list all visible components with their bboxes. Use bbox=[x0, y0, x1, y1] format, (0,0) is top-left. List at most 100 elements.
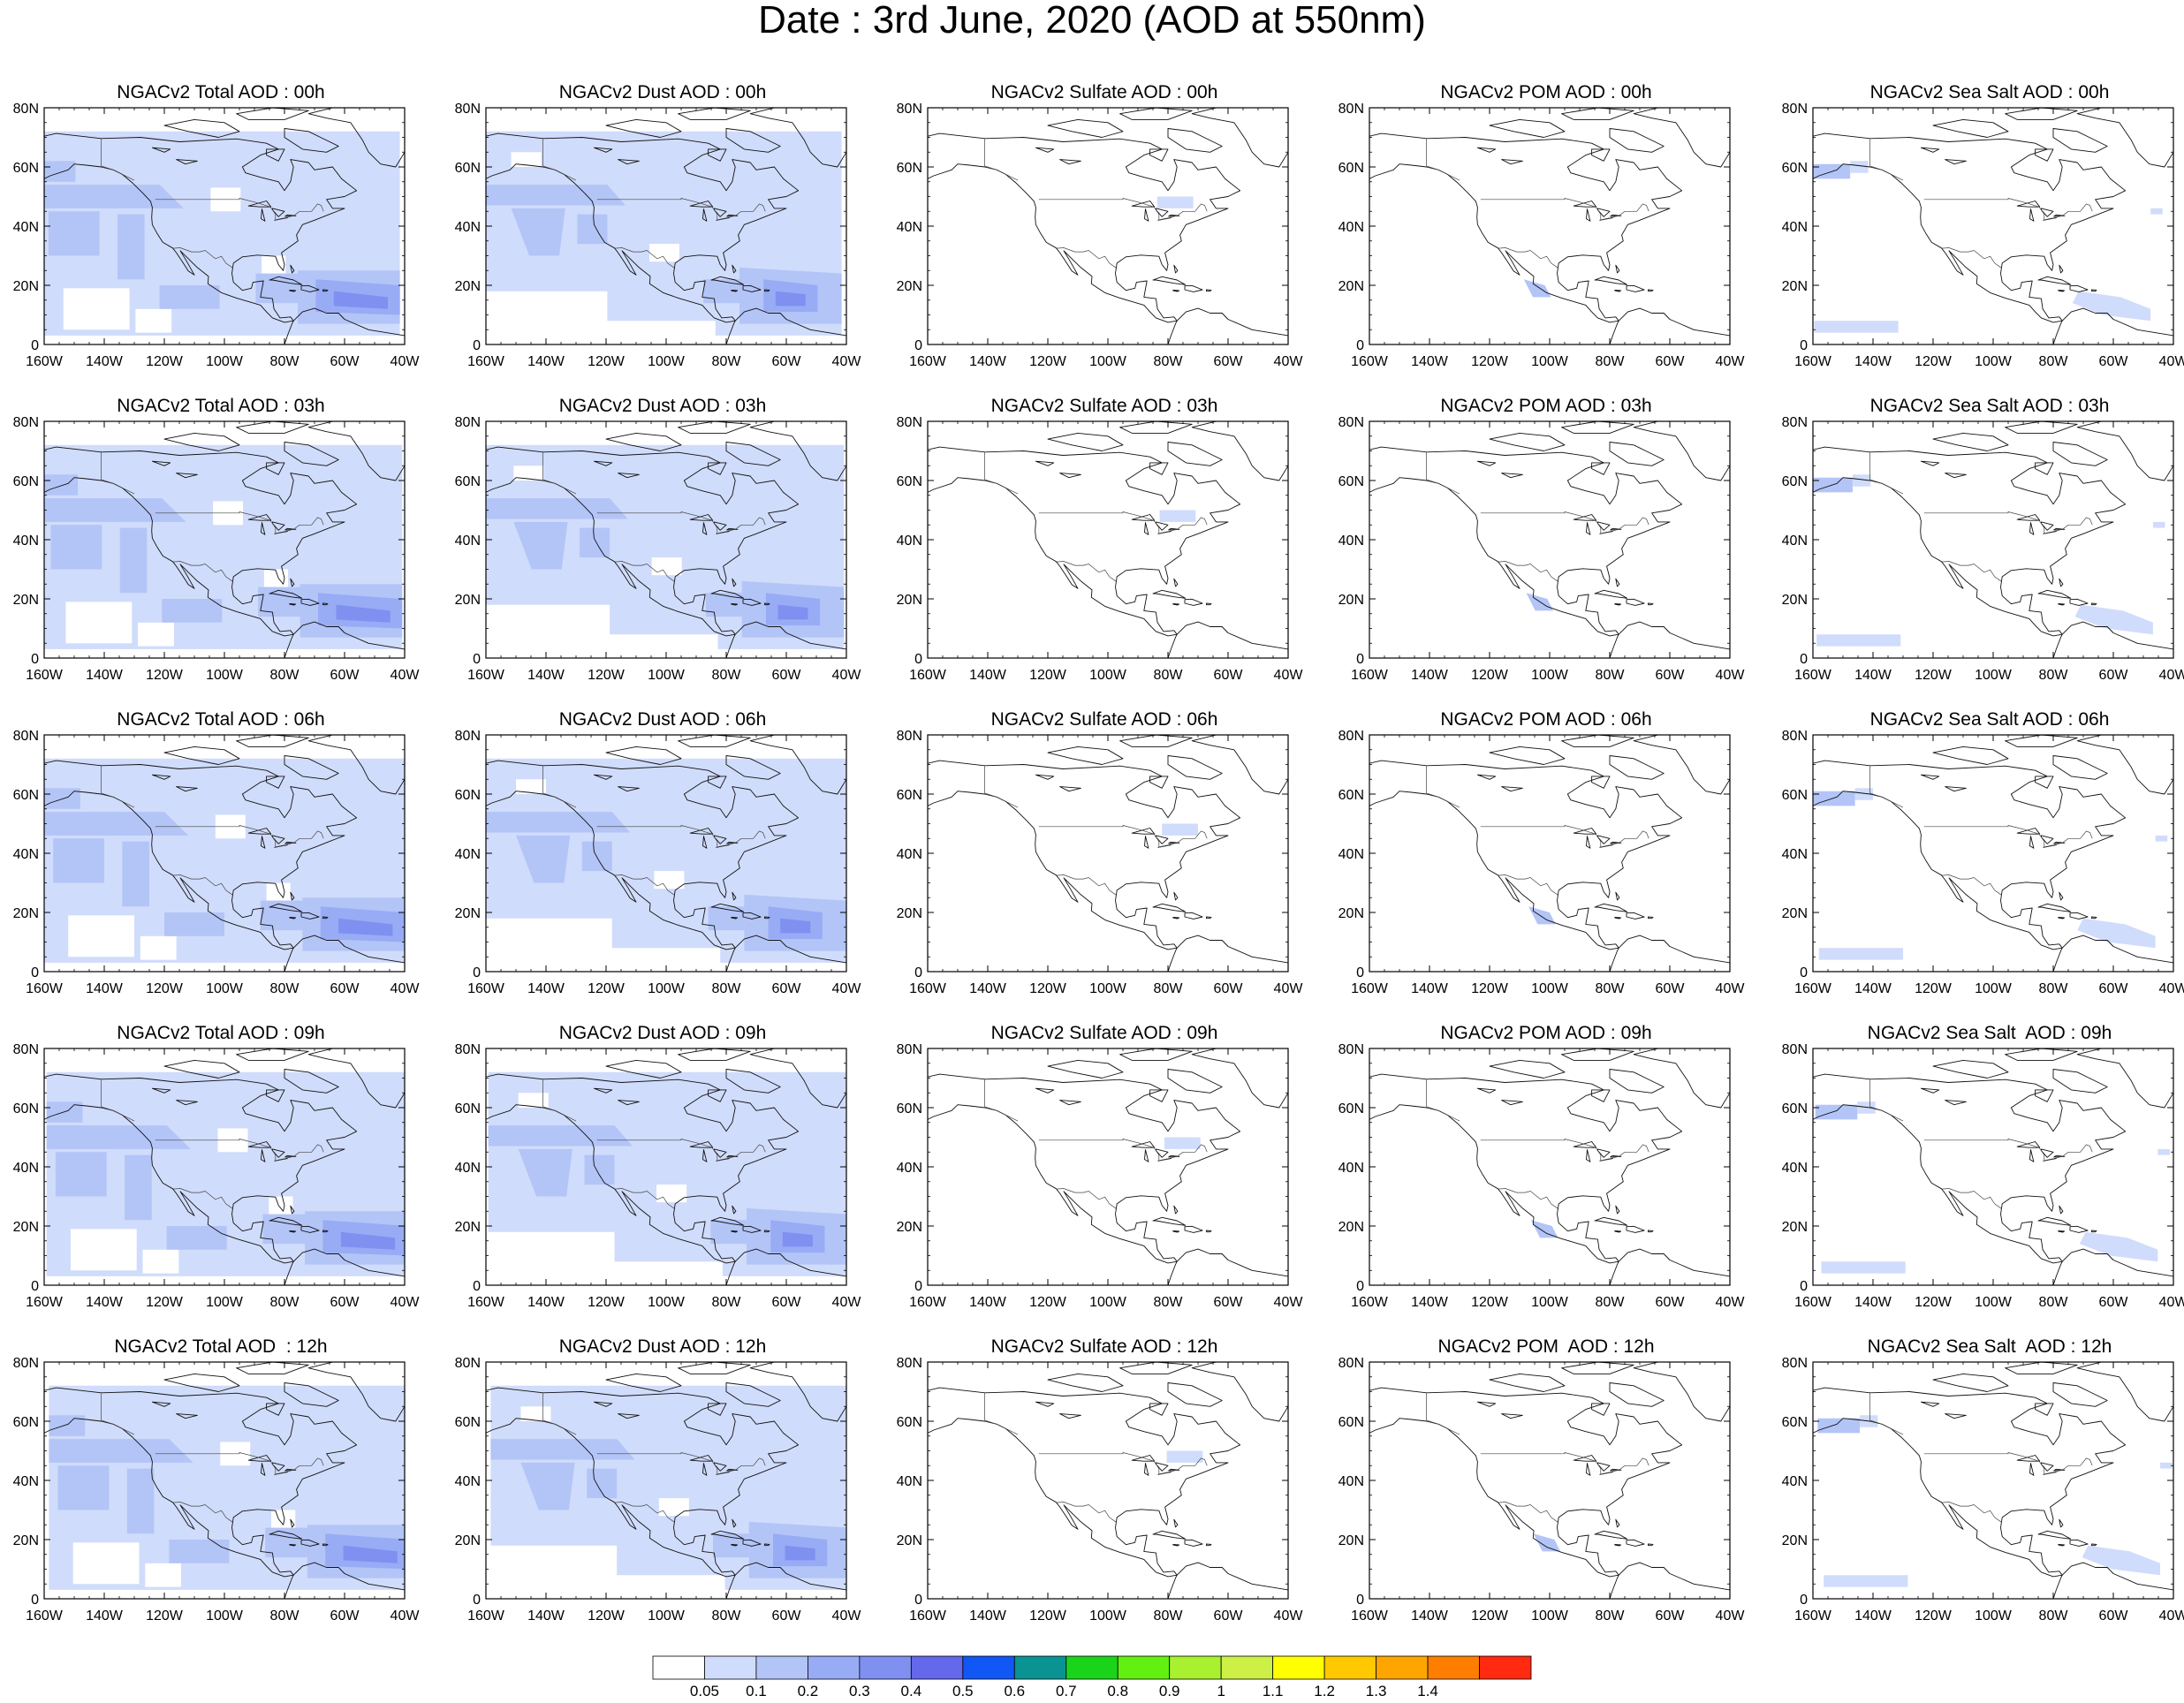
lon-tick-label: 120W bbox=[1029, 981, 1067, 996]
colorbar-swatch bbox=[704, 1655, 757, 1680]
country-border bbox=[542, 765, 577, 808]
map-panel-dust-3: NGACv2 Dust AOD : 09h 0 20N 40N 60N 80N 160W 14… bbox=[442, 1022, 862, 1322]
colorbar-swatch bbox=[1272, 1655, 1325, 1680]
lon-tick-label: 140W bbox=[1411, 1608, 1449, 1624]
aod-region bbox=[520, 1462, 575, 1510]
lat-tick-label: 20N bbox=[13, 1220, 39, 1235]
aod-region bbox=[44, 161, 76, 182]
lat-tick-label: 80N bbox=[1338, 415, 1364, 430]
lat-tick-label: 40N bbox=[897, 1161, 922, 1176]
lon-tick-label: 80W bbox=[270, 354, 300, 369]
lon-tick-label: 120W bbox=[1029, 354, 1067, 369]
lon-tick-label: 80W bbox=[2039, 1608, 2069, 1624]
country-border bbox=[614, 874, 675, 896]
aod-region bbox=[44, 788, 80, 809]
country-border bbox=[1941, 874, 2002, 896]
aod-region bbox=[580, 527, 610, 558]
lon-tick-label: 140W bbox=[969, 981, 1007, 996]
panel-title: NGACv2 Total AOD : 00h bbox=[117, 82, 325, 102]
lon-tick-label: 60W bbox=[1214, 981, 1244, 996]
coastlines bbox=[928, 1362, 1288, 1599]
lon-tick-label: 100W bbox=[648, 668, 686, 683]
aod-region bbox=[518, 1148, 573, 1197]
aod-shading bbox=[1813, 421, 2173, 658]
lon-tick-label: 160W bbox=[1351, 354, 1389, 369]
country-border bbox=[1498, 247, 1558, 269]
country-border bbox=[1480, 511, 1649, 534]
lon-tick-label: 140W bbox=[1854, 981, 1892, 996]
map-panel-dust-1: NGACv2 Dust AOD : 03h 0 20N 40N 60N 80N 160W 14… bbox=[442, 395, 862, 695]
aod-region bbox=[703, 279, 739, 304]
lon-tick-label: 80W bbox=[2039, 1295, 2069, 1310]
lon-tick-label: 40W bbox=[2159, 981, 2184, 996]
lon-tick-label: 140W bbox=[1411, 981, 1449, 996]
country-border bbox=[1480, 1452, 1649, 1475]
lon-tick-label: 100W bbox=[1089, 354, 1127, 369]
lat-tick-label: 0 bbox=[31, 652, 39, 667]
colorbar-svg: 0.05 0.1 0.2 0.3 0.4 0.5 0.6 0.7 0.8 0.9 1 1.1 1.2 1.… bbox=[652, 1655, 1532, 1699]
lat-tick-label: 0 bbox=[914, 1279, 922, 1294]
lon-tick-label: 40W bbox=[2159, 1608, 2184, 1624]
country-border bbox=[1056, 1502, 1117, 1523]
aod-region bbox=[1166, 1450, 1203, 1463]
aod-region bbox=[1156, 196, 1194, 208]
aod-region bbox=[511, 208, 565, 256]
aod-region bbox=[1821, 1261, 1906, 1274]
lat-tick-label: 0 bbox=[1356, 1593, 1364, 1608]
lat-tick-label: 40N bbox=[1782, 220, 1808, 235]
lat-tick-label: 80N bbox=[897, 415, 922, 430]
colorbar-label: 0.9 bbox=[1159, 1683, 1180, 1699]
aod-region bbox=[2082, 1545, 2160, 1576]
lat-tick-label: 80N bbox=[13, 729, 39, 744]
lat-tick-label: 40N bbox=[455, 1161, 481, 1176]
aod-region bbox=[50, 525, 102, 570]
lat-tick-label: 0 bbox=[1356, 338, 1364, 353]
map-plot: 0 20N 40N 60N 80N 160W 140W 120W 100W 80W 60W 40W bbox=[1782, 1042, 2184, 1310]
country-border bbox=[172, 561, 233, 582]
lon-tick-label: 80W bbox=[712, 1295, 742, 1310]
lon-tick-label: 60W bbox=[1656, 1608, 1686, 1624]
colorbar-label: 0.8 bbox=[1107, 1683, 1128, 1699]
map-plot: 0 20N 40N 60N 80N 160W 140W 120W 100W 80W 60W 40W bbox=[1338, 102, 1746, 369]
aod-region bbox=[159, 285, 220, 309]
colorbar-swatch bbox=[1013, 1655, 1067, 1680]
lon-tick-label: 40W bbox=[391, 1295, 421, 1310]
country-border bbox=[1038, 511, 1208, 534]
lat-tick-label: 60N bbox=[1782, 161, 1808, 176]
aod-shading bbox=[44, 108, 405, 344]
lon-tick-label: 140W bbox=[527, 981, 565, 996]
lat-tick-label: 20N bbox=[1782, 906, 1808, 921]
colorbar-label: 0.05 bbox=[690, 1683, 719, 1699]
lon-tick-label: 120W bbox=[1029, 668, 1067, 683]
map-panel-sulfate-2: NGACv2 Sulfate AOD : 06h 0 20N 40N 60N 80N 160… bbox=[883, 708, 1304, 1009]
panel-title: NGACv2 Sulfate AOD : 00h bbox=[990, 82, 1218, 102]
lon-tick-label: 140W bbox=[527, 1295, 565, 1310]
colorbar-swatch bbox=[1117, 1655, 1171, 1680]
lat-tick-label: 20N bbox=[897, 1220, 922, 1235]
lon-tick-label: 140W bbox=[1854, 1295, 1892, 1310]
colorbar-swatch bbox=[1169, 1655, 1222, 1680]
lon-tick-label: 80W bbox=[1596, 1608, 1626, 1624]
lon-tick-label: 80W bbox=[1154, 1608, 1184, 1624]
aod-region bbox=[166, 1226, 227, 1250]
lon-tick-label: 160W bbox=[26, 354, 64, 369]
lon-tick-label: 160W bbox=[1794, 354, 1832, 369]
lon-tick-label: 40W bbox=[832, 354, 862, 369]
country-border bbox=[1480, 1139, 1649, 1162]
coastlines bbox=[486, 108, 846, 344]
lat-tick-label: 0 bbox=[1800, 965, 1808, 980]
coastlines bbox=[44, 1048, 405, 1285]
country-border bbox=[1498, 1502, 1558, 1523]
colorbar-label: 0.4 bbox=[901, 1683, 922, 1699]
lon-tick-label: 120W bbox=[1471, 1295, 1509, 1310]
map-plot: 0 20N 40N 60N 80N 160W 140W 120W 100W 80W 60W 40W bbox=[1338, 1356, 1746, 1624]
aod-shading bbox=[928, 421, 1288, 658]
lon-tick-label: 40W bbox=[391, 354, 421, 369]
aod-region bbox=[338, 918, 393, 936]
lon-tick-label: 120W bbox=[1915, 354, 1953, 369]
lon-tick-label: 140W bbox=[969, 1295, 1007, 1310]
lon-tick-label: 160W bbox=[1351, 1295, 1389, 1310]
lat-tick-label: 40N bbox=[1782, 1474, 1808, 1489]
lon-tick-label: 160W bbox=[909, 981, 947, 996]
lon-tick-label: 60W bbox=[2099, 354, 2129, 369]
